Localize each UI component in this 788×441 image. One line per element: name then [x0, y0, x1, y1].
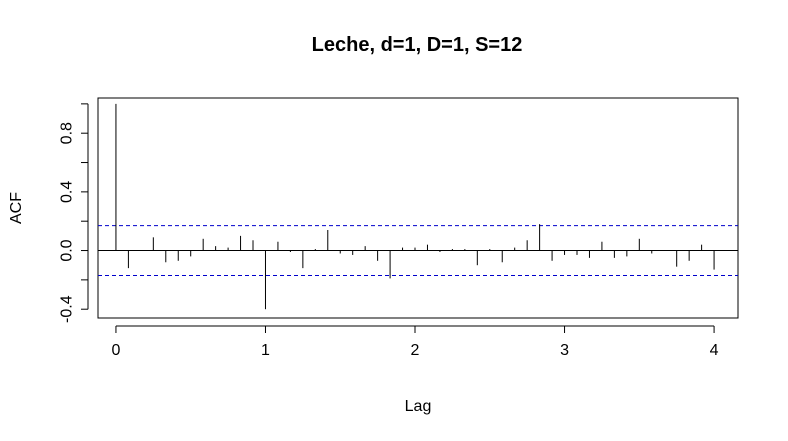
- x-axis: 0 1 2 3 4: [111, 325, 719, 359]
- plot-frame: [97, 97, 739, 319]
- x-tick-label: 2: [411, 342, 420, 359]
- y-tick-label: -0.4: [59, 295, 76, 323]
- y-tick-label: 0.0: [59, 239, 76, 261]
- acf-bars: [98, 103, 738, 310]
- y-tick-label: 0.4: [59, 181, 76, 203]
- x-axis-label: Lag: [405, 398, 432, 415]
- chart-title: Leche, d=1, D=1, S=12: [312, 34, 523, 56]
- confidence-band: [98, 225, 738, 276]
- x-tick-label: 0: [111, 342, 120, 359]
- x-tick-label: 1: [261, 342, 270, 359]
- x-tick-label: 3: [560, 342, 569, 359]
- y-axis: -0.4 0.0 0.4 0.8: [59, 103, 89, 323]
- y-tick-label: 0.8: [59, 122, 76, 144]
- x-tick-label: 4: [710, 342, 719, 359]
- y-axis-label: ACF: [8, 192, 25, 224]
